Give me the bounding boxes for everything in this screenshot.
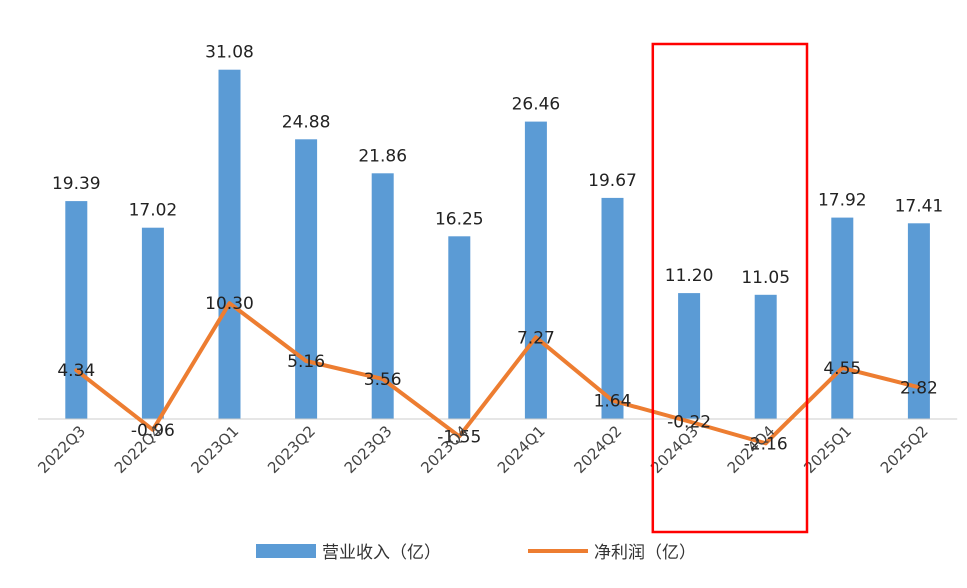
legend-line-label: 净利润（亿） xyxy=(594,543,696,563)
bar-2024Q1 xyxy=(524,121,547,419)
bar-label-2025Q1: 17.92 xyxy=(818,191,867,211)
bar-2023Q4 xyxy=(448,236,471,419)
bar-label-2023Q1: 31.08 xyxy=(205,43,254,63)
net-profit-line xyxy=(74,301,921,446)
bar-label-2022Q4: 17.02 xyxy=(129,201,178,221)
bar-2024Q3 xyxy=(678,293,701,419)
tick-2024Q2: 2024Q2 xyxy=(571,422,626,477)
bar-label-2024Q1: 26.46 xyxy=(512,95,561,115)
bar-2023Q2 xyxy=(295,139,318,420)
line-label-2024Q2: 1.64 xyxy=(594,392,632,412)
highlight-box xyxy=(651,42,809,534)
bar-label-2024Q4: 11.05 xyxy=(741,268,790,288)
bar-2022Q4 xyxy=(141,227,164,419)
line-label-2025Q1: 4.55 xyxy=(823,359,861,379)
line-label-2023Q4: -1.55 xyxy=(437,427,481,447)
bar-2024Q4 xyxy=(754,294,777,419)
tick-2023Q3: 2023Q3 xyxy=(341,422,396,477)
tick-2025Q2: 2025Q2 xyxy=(877,422,932,477)
line-label-2023Q2: 5.16 xyxy=(287,352,325,372)
bar-label-2022Q3: 19.39 xyxy=(52,174,101,194)
bar-label-2023Q3: 21.86 xyxy=(358,146,407,166)
bar-label-2023Q4: 16.25 xyxy=(435,209,484,229)
tick-2023Q2: 2023Q2 xyxy=(264,422,319,477)
line-label-2023Q3: 3.56 xyxy=(364,370,402,390)
bar-2023Q1 xyxy=(218,69,241,419)
legend-bar-swatch xyxy=(256,544,316,558)
legend: 营业收入（亿） 净利润（亿） xyxy=(256,543,696,563)
line-label-2024Q3: -0.22 xyxy=(667,413,711,433)
bar-label-2024Q2: 19.67 xyxy=(588,171,637,191)
bar-2025Q1 xyxy=(831,217,854,419)
bar-label-2023Q2: 24.88 xyxy=(282,112,331,132)
bars-layer xyxy=(65,69,930,420)
line-layer xyxy=(74,301,921,446)
bar-2025Q2 xyxy=(907,223,930,419)
tick-2022Q3: 2022Q3 xyxy=(34,422,89,477)
line-label-2022Q3: 4.34 xyxy=(57,361,95,381)
bar-label-2024Q3: 11.20 xyxy=(665,266,714,286)
bar-2024Q2 xyxy=(601,197,624,419)
line-label-2023Q1: 10.30 xyxy=(205,294,254,314)
labels-layer: 19.39 17.02 31.08 24.88 21.86 16.25 26.46 19.67… xyxy=(52,43,943,455)
bar-label-2025Q2: 17.41 xyxy=(895,196,944,216)
line-label-2024Q4: -2.16 xyxy=(744,434,788,454)
line-label-2024Q1: 7.27 xyxy=(517,328,555,348)
tick-2023Q1: 2023Q1 xyxy=(188,422,243,477)
bar-2023Q3 xyxy=(371,173,394,419)
legend-bar-label: 营业收入（亿） xyxy=(322,543,441,563)
line-label-2025Q2: 2.82 xyxy=(900,378,938,398)
line-label-2022Q4: -0.96 xyxy=(131,421,175,441)
bar-2022Q3 xyxy=(65,201,88,419)
tick-2025Q1: 2025Q1 xyxy=(800,422,855,477)
tick-2024Q1: 2024Q1 xyxy=(494,422,549,477)
